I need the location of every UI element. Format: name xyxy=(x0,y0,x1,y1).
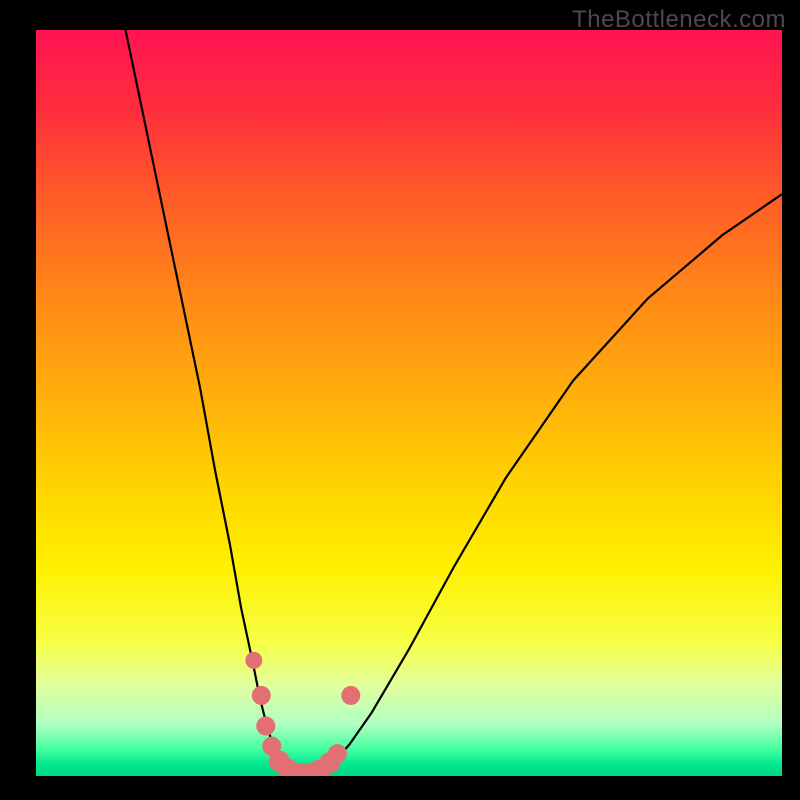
data-marker xyxy=(246,652,262,668)
data-marker xyxy=(257,717,275,735)
data-marker xyxy=(328,745,346,763)
data-marker xyxy=(342,686,360,704)
plot-area xyxy=(36,30,782,776)
watermark-text: TheBottleneck.com xyxy=(572,6,786,34)
chart-container: TheBottleneck.com xyxy=(0,0,800,800)
data-marker xyxy=(252,686,270,704)
